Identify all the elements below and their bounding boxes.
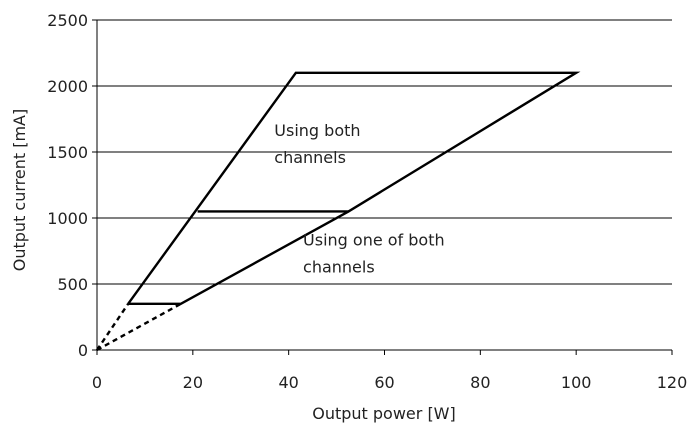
y-tick-label-1500: 1500 (47, 143, 88, 162)
tick-labels: 0 500 1000 1500 2000 2500 0 20 40 60 80 100 120 (47, 11, 687, 392)
series-line-3 (96, 302, 182, 352)
x-tick-label-20: 20 (183, 373, 203, 392)
series-lines (96, 71, 581, 352)
x-axis-title: Output power [W] (312, 404, 456, 423)
x-tick-label-0: 0 (92, 373, 102, 392)
series-line-0 (127, 71, 581, 305)
x-tick-label-40: 40 (278, 373, 298, 392)
series-line-2 (96, 303, 130, 351)
y-tick-label-2500: 2500 (47, 11, 88, 30)
x-tick-label-100: 100 (561, 373, 592, 392)
annotation-1-line-1: channels (303, 258, 375, 277)
y-tick-label-1000: 1000 (47, 209, 88, 228)
x-tick-label-120: 120 (657, 373, 688, 392)
y-axis-title: Output current [mA] (10, 109, 29, 271)
y-tick-label-0: 0 (78, 341, 88, 360)
x-tick-label-80: 80 (470, 373, 490, 392)
y-tick-label-2000: 2000 (47, 77, 88, 96)
annotation-1-line-0: Using one of both (303, 231, 445, 250)
annotation-1: Using one of both channels (303, 231, 445, 277)
x-tick-label-60: 60 (374, 373, 394, 392)
y-tick-label-500: 500 (57, 275, 88, 294)
annotations: Using both channels Using one of both chann… (274, 121, 444, 277)
axes (92, 19, 673, 355)
annotation-0: Using both channels (274, 121, 360, 167)
annotation-0-line-0: Using both (274, 121, 360, 140)
gridlines (97, 19, 672, 285)
annotation-0-line-1: channels (274, 148, 346, 167)
